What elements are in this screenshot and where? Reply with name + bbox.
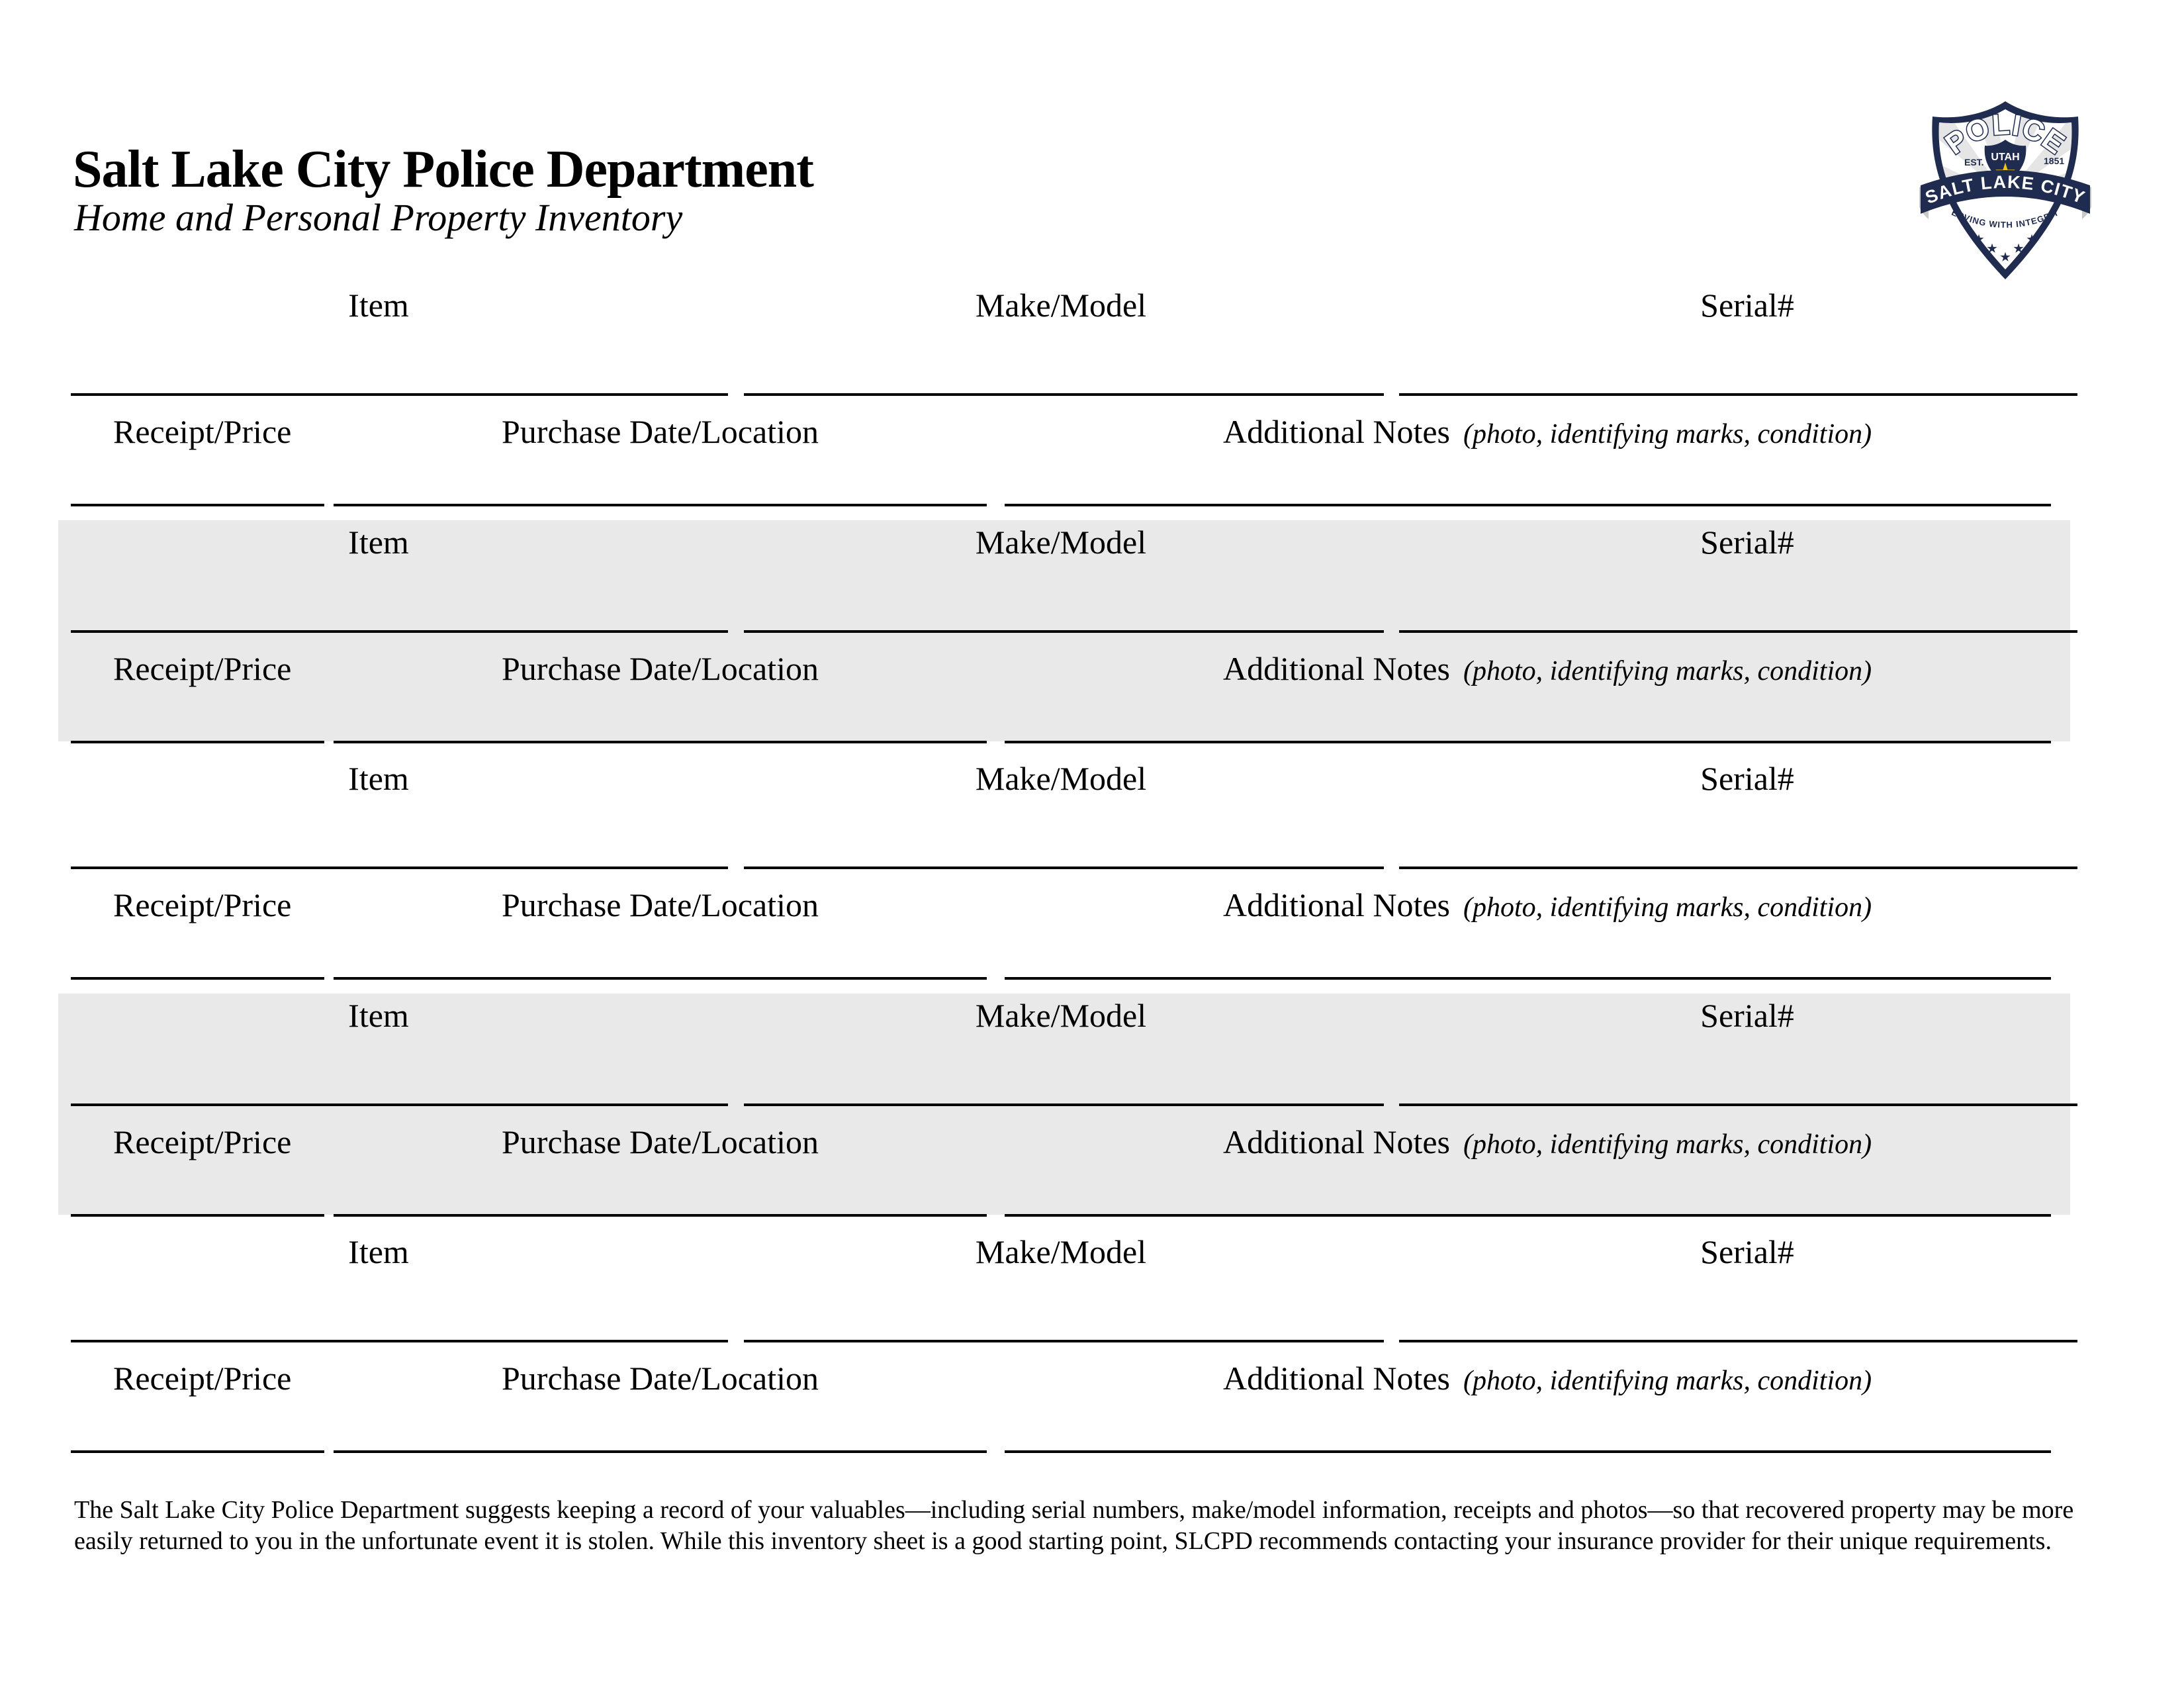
receipt-price-label: Receipt/Price [113, 886, 292, 923]
purchase-date-location-fill-line [334, 740, 987, 743]
serial-label: Serial# [1700, 760, 1794, 797]
receipt-price-fill-line [71, 740, 324, 743]
footer-note-line-2: easily returned to you in the unfortunat… [74, 1527, 2052, 1555]
purchase-date-location-label: Purchase Date/Location [502, 1360, 819, 1397]
item-label: Item [348, 1233, 409, 1270]
purchase-date-location-fill-line [334, 977, 987, 980]
make-model-fill-line [744, 1103, 1384, 1106]
receipt-price-label: Receipt/Price [113, 1123, 292, 1160]
receipt-price-fill-line [71, 1213, 324, 1217]
receipt-price-label: Receipt/Price [113, 649, 292, 687]
make-model-label: Make/Model [975, 287, 1147, 324]
item-fill-line [71, 867, 728, 869]
additional-notes-fill-line [1005, 977, 2051, 980]
footer-note: The Salt Lake City Police Department sug… [74, 1495, 2073, 1557]
inventory-item-block: Item Make/Model Serial# Receipt/Price Pu… [0, 751, 2184, 988]
purchase-date-location-fill-line [334, 1213, 987, 1217]
serial-label: Serial# [1700, 1233, 1794, 1270]
additional-notes-label: Additional Notes [1223, 886, 1451, 923]
page-subtitle: Home and Personal Property Inventory [74, 196, 683, 239]
make-model-fill-line [744, 1340, 1384, 1342]
badge-year-text: 1851 [2044, 156, 2064, 166]
svg-text:★: ★ [2013, 242, 2024, 255]
make-model-fill-line [744, 393, 1384, 396]
make-model-fill-line [744, 630, 1384, 633]
serial-fill-line [1399, 393, 2077, 396]
item-label: Item [348, 996, 409, 1034]
additional-notes-group: Additional Notes (photo, identifying mark… [1223, 1125, 1872, 1161]
additional-notes-hint: (photo, identifying marks, condition) [1463, 1129, 1872, 1160]
additional-notes-label: Additional Notes [1223, 1360, 1451, 1397]
additional-notes-group: Additional Notes (photo, identifying mark… [1223, 415, 1872, 451]
make-model-fill-line [744, 867, 1384, 869]
purchase-date-location-label: Purchase Date/Location [502, 649, 819, 687]
serial-fill-line [1399, 1103, 2077, 1106]
badge-stars: ★ ★ ★ ★ ★ [1974, 233, 2037, 263]
additional-notes-label: Additional Notes [1223, 649, 1451, 687]
inventory-item-block: Item Make/Model Serial# Receipt/Price Pu… [0, 988, 2184, 1225]
serial-fill-line [1399, 867, 2077, 869]
item-fill-line [71, 1103, 728, 1106]
badge-est-text: EST. [1964, 157, 1984, 167]
additional-notes-group: Additional Notes (photo, identifying mark… [1223, 888, 1872, 924]
footer-note-line-1: The Salt Lake City Police Department sug… [74, 1496, 2074, 1524]
receipt-price-label: Receipt/Price [113, 413, 292, 450]
item-label: Item [348, 287, 409, 324]
additional-notes-group: Additional Notes (photo, identifying mark… [1223, 652, 1872, 688]
svg-text:★: ★ [1974, 233, 1984, 246]
svg-text:★: ★ [2000, 251, 2011, 263]
item-label: Item [348, 760, 409, 797]
additional-notes-hint: (photo, identifying marks, condition) [1463, 419, 1872, 449]
make-model-label: Make/Model [975, 1233, 1147, 1270]
purchase-date-location-label: Purchase Date/Location [502, 413, 819, 450]
item-label: Item [348, 523, 409, 561]
badge-utah-text: UTAH [1991, 152, 2019, 163]
additional-notes-fill-line [1005, 740, 2051, 743]
receipt-price-label: Receipt/Price [113, 1360, 292, 1397]
serial-label: Serial# [1700, 287, 1794, 324]
serial-fill-line [1399, 1340, 2077, 1342]
inventory-item-block: Item Make/Model Serial# Receipt/Price Pu… [0, 1225, 2184, 1462]
receipt-price-fill-line [71, 504, 324, 506]
svg-text:★: ★ [1987, 242, 1997, 255]
additional-notes-group: Additional Notes (photo, identifying mark… [1223, 1362, 1872, 1397]
additional-notes-label: Additional Notes [1223, 413, 1451, 450]
inventory-item-block: Item Make/Model Serial# Receipt/Price Pu… [0, 278, 2184, 515]
additional-notes-label: Additional Notes [1223, 1123, 1451, 1160]
serial-label: Serial# [1700, 996, 1794, 1034]
make-model-label: Make/Model [975, 523, 1147, 561]
item-fill-line [71, 393, 728, 396]
purchase-date-location-fill-line [334, 504, 987, 506]
slcpd-badge-logo: POLICE EST. 1851 UTAH ★ SALT LAKE CITY S… [1915, 88, 2093, 285]
receipt-price-fill-line [71, 1450, 324, 1453]
badge-ribbon [1921, 170, 2090, 214]
make-model-label: Make/Model [975, 996, 1147, 1034]
additional-notes-fill-line [1005, 1213, 2051, 1217]
inventory-item-block: Item Make/Model Serial# Receipt/Price Pu… [0, 515, 2184, 752]
svg-text:★: ★ [2026, 233, 2037, 246]
purchase-date-location-label: Purchase Date/Location [502, 886, 819, 923]
police-shield-icon: POLICE EST. 1851 UTAH ★ SALT LAKE CITY S… [1915, 88, 2091, 279]
purchase-date-location-label: Purchase Date/Location [502, 1123, 819, 1160]
additional-notes-fill-line [1005, 1450, 2051, 1453]
page-title: Salt Lake City Police Department [73, 140, 814, 199]
purchase-date-location-fill-line [334, 1450, 987, 1453]
additional-notes-fill-line [1005, 504, 2051, 506]
receipt-price-fill-line [71, 977, 324, 980]
serial-label: Serial# [1700, 523, 1794, 561]
make-model-label: Make/Model [975, 760, 1147, 797]
additional-notes-hint: (photo, identifying marks, condition) [1463, 655, 1872, 686]
serial-fill-line [1399, 630, 2077, 633]
additional-notes-hint: (photo, identifying marks, condition) [1463, 892, 1872, 923]
additional-notes-hint: (photo, identifying marks, condition) [1463, 1366, 1872, 1396]
item-fill-line [71, 1340, 728, 1342]
item-fill-line [71, 630, 728, 633]
